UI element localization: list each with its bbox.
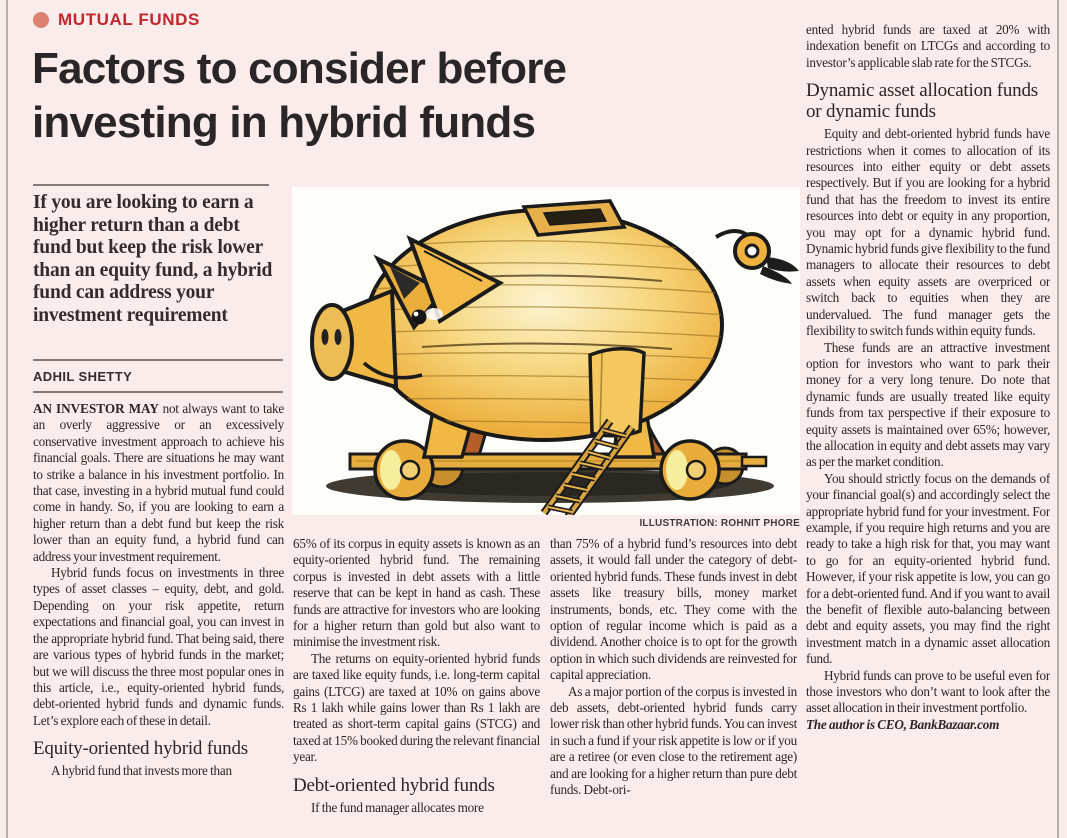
eye-highlight <box>425 308 443 320</box>
rule-above-byline <box>33 359 283 361</box>
article-column-1: AN INVESTOR MAY not always want to take … <box>33 401 284 838</box>
ladder <box>540 418 636 520</box>
paragraph: 65% of its corpus in equity assets is kn… <box>293 536 540 650</box>
paragraph: than 75% of a hybrid fund’s resources in… <box>550 536 797 683</box>
tail-feather-bottom <box>760 266 792 284</box>
pig-eye <box>411 309 427 325</box>
tail-feather-top <box>766 257 799 272</box>
paragraph: These funds are an attractive investment… <box>806 339 1050 470</box>
article-column-2: 65% of its corpus in equity assets is kn… <box>293 536 540 838</box>
wheel-front-left <box>373 439 435 501</box>
article-headline: Factors to consider before investing in … <box>32 44 567 147</box>
standfirst: If you are looking to earn a higher retu… <box>33 192 273 326</box>
tail-curl-hole <box>744 243 760 259</box>
paragraph: The returns on equity-oriented hybrid fu… <box>293 650 540 765</box>
nostril-left <box>321 329 329 345</box>
pig-snout-disc <box>310 303 354 381</box>
illustration-credit: ILLUSTRATION: ROHNIT PHORE <box>639 518 800 529</box>
subhead-debt-oriented: Debt-oriented hybrid funds <box>293 774 495 796</box>
piggy-bank-svg <box>310 199 799 520</box>
piggy-bank-illustration <box>292 187 800 520</box>
paragraph: Hybrid funds can prove to be useful even… <box>806 667 1050 716</box>
article-column-3: than 75% of a hybrid fund’s resources in… <box>550 536 797 838</box>
pig-ear-front <box>406 235 505 325</box>
pig-smile <box>362 361 423 380</box>
rule-above-standfirst <box>33 184 269 186</box>
shadow-core <box>376 472 732 496</box>
lead-in: AN INVESTOR MAY <box>33 401 159 416</box>
paragraph: If the fund manager allocates more <box>311 799 484 815</box>
paragraph: As a major portion of the corpus is inve… <box>550 683 797 798</box>
paragraph: A hybrid fund that invests more than <box>51 763 232 779</box>
byline: ADHIL SHETTY <box>33 369 133 384</box>
bullet-dot-icon <box>33 12 49 28</box>
paragraph-text: not always want to take an overly aggres… <box>33 401 284 564</box>
article-column-4: ented hybrid funds are taxed at 20% with… <box>806 8 1050 838</box>
wheel-front-right <box>659 439 721 501</box>
eye-glint <box>413 311 419 317</box>
page-edge-left <box>6 0 8 838</box>
page-edge-right <box>1057 0 1059 838</box>
subhead-dynamic-funds: Dynamic asset allocation funds or dynami… <box>806 80 1038 123</box>
door-flap-grain <box>599 352 603 435</box>
rule-below-byline <box>33 391 283 393</box>
section-kicker: MUTUAL FUNDS <box>33 10 200 30</box>
paragraph: Equity and debt-oriented hybrid funds ha… <box>806 126 1050 339</box>
pig-ear-inner <box>390 267 420 299</box>
paragraph: AN INVESTOR MAY not always want to take … <box>33 401 284 565</box>
subhead-equity-oriented: Equity-oriented hybrid funds <box>33 738 248 760</box>
section-label: MUTUAL FUNDS <box>58 10 200 29</box>
nostril-right <box>334 329 342 345</box>
paragraph: Hybrid funds focus on investments in thr… <box>33 565 284 728</box>
paragraph: ented hybrid funds are taxed at 20% with… <box>806 22 1050 70</box>
coin-slot-opening <box>542 208 608 226</box>
ear-detail <box>423 250 483 282</box>
door-flap <box>588 347 646 438</box>
platform-stub <box>740 455 768 468</box>
paragraph: You should strictly focus on the demands… <box>806 470 1050 667</box>
author-credit: The author is CEO, BankBazaar.com <box>806 716 1000 732</box>
